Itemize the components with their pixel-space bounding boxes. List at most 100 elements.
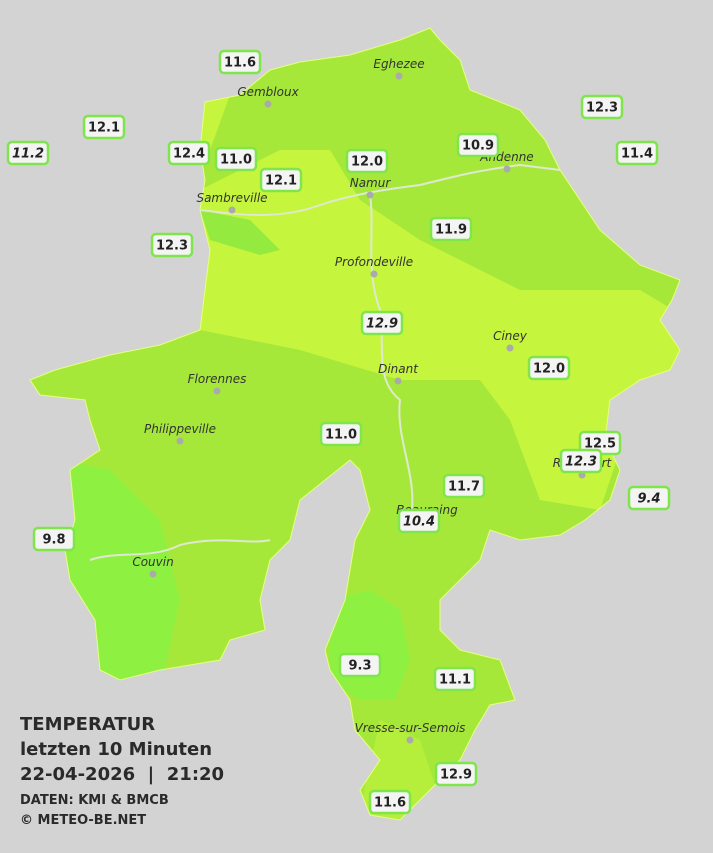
station-box [319,421,363,447]
station-box [527,355,571,381]
station-value: 12.3 [156,239,188,254]
station: 12.0 [527,355,571,381]
station-box [580,94,624,120]
station-value: 11.2 [12,147,44,162]
station-value: 12.5 [584,437,616,452]
station-value: 9.3 [348,659,371,674]
station: 11.7 [442,473,486,499]
station-value: 12.0 [533,362,565,377]
station-box [6,140,50,166]
station-value: 9.4 [637,492,660,507]
town-dot [176,437,184,445]
station-value: 9.8 [42,533,65,548]
station: 11.6 [218,49,262,75]
station-box [218,49,262,75]
town-label: Profondeville [335,255,413,269]
station-value: 11.0 [325,428,357,443]
station-value: 11.7 [448,480,480,495]
town-label: Sambreville [196,191,267,205]
town-dot [370,270,378,278]
copyright: © METEO-BE.NET [20,813,146,828]
station-box [368,789,412,815]
station: 11.2 [6,140,50,166]
station-value: 12.9 [440,768,472,783]
town-label: Ciney [493,329,528,343]
town-label: Eghezee [373,57,424,71]
station-value: 11.1 [439,673,471,688]
station-box [627,485,671,511]
town-label: Couvin [132,555,173,569]
timestamp: 22-04-2026 | 21:20 [20,764,224,785]
station: 9.8 [32,526,76,552]
river-meuse [369,194,414,521]
station-value: 11.9 [435,223,467,238]
station-value: 12.4 [173,147,205,162]
town-dot [395,72,403,80]
station: 12.9 [434,761,478,787]
station-box [360,310,404,336]
station-box [259,167,303,193]
station: 12.1 [82,114,126,140]
station-box [559,448,603,474]
station-box [82,114,126,140]
town-dot [394,377,402,385]
station: 12.0 [345,148,389,174]
station-box [429,216,473,242]
station: 11.1 [433,666,477,692]
station-box [433,666,477,692]
station: 12.1 [259,167,303,193]
town-dot [506,344,514,352]
station: 9.3 [338,652,382,678]
station: 12.9 [360,310,404,336]
station-value: 10.9 [462,139,494,154]
station: 12.3 [559,448,603,474]
station-value: 11.6 [374,796,406,811]
town-label: Vresse-sur-Semois [355,721,466,735]
stations: 11.6 12.1 11.2 12.4 11.0 12.1 12.0 10.9 12.3 11.4… [6,49,671,815]
town-dot [406,736,414,744]
station-box [442,473,486,499]
river-viroin [89,539,271,561]
source: DATEN: KMI & BMCB [20,793,169,808]
station: 11.9 [429,216,473,242]
station-value: 12.3 [586,101,618,116]
station-value: 12.9 [366,317,398,332]
station-box [397,508,441,534]
station: 11.4 [615,140,659,166]
station: 9.4 [627,485,671,511]
station: 12.4 [167,140,211,166]
town-dot [366,191,374,199]
town-dot [264,100,272,108]
station-value: 11.0 [220,153,252,168]
station: 12.3 [580,94,624,120]
town-label: Gembloux [237,85,299,99]
station-value: 12.0 [351,155,383,170]
station: 10.4 [397,508,441,534]
river-sambre-meuse [199,163,561,216]
station-box [345,148,389,174]
station: 11.0 [319,421,363,447]
town-label: Philippeville [144,422,216,436]
station-value: 12.1 [265,174,297,189]
station-box [32,526,76,552]
subtitle: letzten 10 Minuten [20,739,212,760]
station-box [214,146,258,172]
town-label: Dinant [378,362,419,376]
town-dot [149,570,157,578]
town-dot [213,387,221,395]
station-value: 11.4 [621,147,653,162]
legend-block: TEMPERATUR letzten 10 Minuten 22-04-2026… [20,714,224,828]
town-dot [503,165,511,173]
station-box [167,140,211,166]
station-box [434,761,478,787]
station-value: 11.6 [224,56,256,71]
station-box [338,652,382,678]
station-value: 12.1 [88,121,120,136]
town-label: Namur [350,176,392,190]
station-value: 10.4 [403,515,435,530]
title: TEMPERATUR [20,714,155,735]
station: 12.3 [150,232,194,258]
station-value: 12.3 [565,455,597,470]
town-dot [228,206,236,214]
